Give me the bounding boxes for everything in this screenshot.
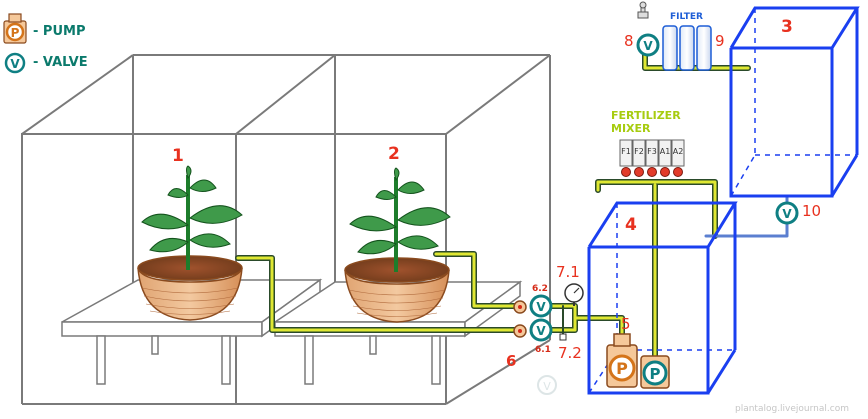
tank-4 — [587, 201, 738, 395]
legend-pump-icon: P — [3, 13, 27, 44]
legend-pump-label: - PUMP — [33, 24, 86, 39]
faucet-icon — [637, 1, 649, 19]
mixer-tank-f1: F1 — [619, 139, 633, 177]
svg-text:P: P — [616, 359, 628, 378]
svg-text:V: V — [10, 57, 20, 71]
label-valve-6: 6 — [506, 352, 517, 370]
mixer-tank-f3: F3 — [645, 139, 659, 177]
fertilizer-mixer: F1 F2 F3 A1 A2 — [619, 139, 685, 177]
svg-text:V: V — [782, 207, 792, 221]
coupling-6-2 — [513, 300, 527, 314]
filter-cartridges — [662, 25, 712, 71]
label-filter-9: 9 — [715, 32, 725, 50]
mixer-tank-a1: A1 — [658, 139, 672, 177]
filter-label: FILTER — [670, 12, 703, 22]
mixer-tank-label: F3 — [647, 147, 657, 156]
label-valve-8: 8 — [624, 32, 634, 50]
mixer-tank-label: F1 — [621, 147, 631, 156]
label-valve-6-2: 6.2 — [532, 284, 548, 294]
mixer-dosing-valve-icon — [621, 167, 631, 177]
mixer-tank-label: F2 — [634, 147, 644, 156]
label-gauge-7-1: 7.1 — [556, 263, 580, 281]
plant-2 — [344, 167, 451, 323]
plant-1 — [137, 165, 243, 321]
mixer-dosing-valve-icon — [647, 167, 657, 177]
mixer-dosing-valve-icon — [673, 167, 683, 177]
valve-6-1: V — [529, 318, 553, 342]
valve-6-2: V — [529, 294, 553, 318]
label-tank-3: 3 — [781, 17, 793, 37]
fertilizer-mixer-title-line1: FERTILIZER — [611, 109, 681, 122]
pump-fertilizer: P — [640, 355, 670, 389]
watermark-valve-icon: V — [537, 375, 557, 395]
drain-tap-7-2 — [559, 333, 567, 341]
valve-10: V — [775, 201, 799, 225]
label-plant-2: 2 — [388, 144, 400, 164]
mixer-dosing-valve-icon — [660, 167, 670, 177]
label-plant-1: 1 — [172, 146, 184, 166]
pressure-gauge-7-1 — [564, 283, 584, 306]
legend-valve-icon: V — [4, 52, 26, 74]
legend-valve-label: - VALVE — [33, 55, 88, 70]
label-valve-10: 10 — [802, 202, 822, 220]
mixer-dosing-valve-icon — [634, 167, 644, 177]
mixer-tank-label: A1 — [660, 147, 671, 156]
svg-text:V: V — [643, 39, 653, 53]
label-drain-7-2: 7.2 — [558, 344, 582, 362]
footer-watermark: plantalog.livejournal.com — [735, 404, 849, 414]
svg-text:P: P — [650, 365, 661, 383]
svg-text:V: V — [536, 324, 546, 338]
mixer-tank-a2: A2 — [671, 139, 685, 177]
valve-8: V — [636, 33, 660, 57]
pipes — [235, 47, 789, 363]
tank-3 — [729, 6, 860, 198]
label-pump-5: 5 — [621, 315, 631, 333]
svg-text:P: P — [11, 26, 20, 40]
svg-text:V: V — [536, 300, 546, 314]
label-valve-6-1: 6.1 — [535, 345, 551, 355]
fertilizer-mixer-title-line2: MIXER — [611, 122, 651, 135]
label-tank-4: 4 — [625, 215, 637, 235]
mixer-tank-f2: F2 — [632, 139, 646, 177]
pump-5-large: P — [606, 333, 638, 388]
coupling-6-1 — [513, 324, 527, 338]
svg-text:V: V — [543, 380, 551, 393]
mixer-tank-label: A2 — [673, 147, 684, 156]
